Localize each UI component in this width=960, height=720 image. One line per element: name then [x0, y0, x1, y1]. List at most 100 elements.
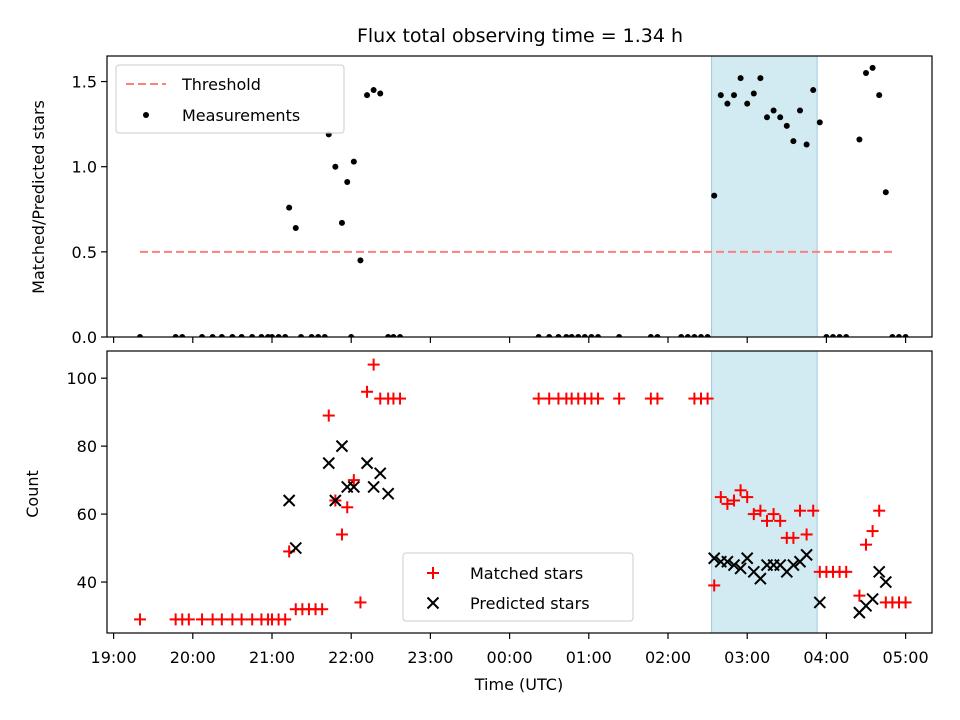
measurement-point [238, 334, 245, 337]
axes-frame [106, 55, 933, 338]
matched-star-point [651, 392, 664, 405]
predicted-star-point [727, 558, 741, 572]
x-tick-label: 19:00 [91, 648, 137, 667]
plot-area [134, 358, 912, 626]
matched-star-point [361, 385, 374, 398]
x-tick-label: 02:00 [645, 648, 691, 667]
measurement-point [737, 75, 744, 82]
measurement-point [882, 189, 889, 196]
measurement-point [896, 334, 902, 337]
legend-matched-swatch [427, 567, 439, 579]
matched-star-point [714, 491, 727, 504]
measurement-point [757, 75, 764, 82]
measurement-point [218, 334, 225, 337]
measurement-point [863, 70, 869, 77]
measurement-point [902, 334, 909, 337]
x-tick-label: 04:00 [803, 648, 849, 667]
measurement-point [269, 334, 275, 337]
measurement-point [764, 114, 770, 121]
x-tick-label: 03:00 [724, 648, 770, 667]
measurement-point [823, 334, 830, 337]
measurement-point [390, 334, 397, 337]
y-tick-label: 40 [77, 573, 97, 592]
legend-predicted-swatch [426, 596, 440, 610]
measurement-point [810, 87, 817, 94]
measurement-point [348, 334, 355, 337]
chart-title: Flux total observing time = 1.34 h [357, 25, 683, 47]
y-axis-label-top: Matched/Predicted stars [29, 100, 48, 294]
measurement-point [282, 334, 289, 337]
measurement-point [869, 64, 876, 71]
predicted-star-point [360, 456, 374, 470]
y-tick-label: 60 [77, 505, 97, 524]
matched-star-point [235, 613, 248, 626]
measurement-point [315, 334, 322, 337]
measurement-point [744, 100, 751, 107]
measurement-point [647, 334, 654, 337]
matched-star-point [754, 504, 767, 517]
y-tick-label: 0.5 [72, 243, 97, 262]
matched-star-point [182, 613, 195, 626]
x-tick-label: 05:00 [883, 648, 929, 667]
matched-star-point [866, 525, 879, 538]
measurement-point [179, 334, 186, 337]
matched-star-point [734, 484, 747, 497]
measurement-point [581, 334, 588, 337]
measurement-point [836, 334, 843, 337]
measurement-point [654, 334, 661, 337]
y-tick-label: 80 [77, 437, 97, 456]
measurement-point [535, 334, 542, 337]
ratio-panel: 0.0 0.5 1.0 1.5 Threshold Measurements [72, 55, 933, 347]
predicted-star-point [289, 541, 302, 555]
predicted-star-point [707, 552, 721, 565]
measurement-point [790, 138, 797, 145]
matched-star-point [860, 538, 872, 551]
measurement-point [397, 334, 404, 337]
measurement-point [711, 192, 718, 199]
predicted-star-point [347, 480, 361, 494]
matched-star-point [341, 501, 354, 514]
measurement-point [803, 141, 810, 148]
matched-star-point [899, 596, 912, 609]
measurement-point [370, 87, 377, 94]
measurement-point [258, 334, 265, 337]
legend: Threshold Measurements [115, 64, 345, 134]
measurement-point [595, 334, 602, 337]
legend-label: Matched stars [470, 564, 583, 583]
measurement-point [876, 92, 883, 99]
measurement-point [546, 334, 553, 337]
predicted-star-point [374, 467, 387, 480]
matched-star-point [721, 497, 734, 510]
measurement-point [338, 219, 345, 226]
measurement-point [588, 334, 595, 337]
matched-star-point [354, 596, 367, 609]
measurement-point [137, 334, 143, 337]
matched-star-point [800, 528, 813, 541]
predicted-star-point [879, 575, 893, 589]
matched-star-point [592, 392, 605, 405]
measurement-point [298, 334, 305, 337]
measurement-point [717, 92, 724, 99]
measurement-point [684, 334, 691, 337]
measurement-point [292, 225, 299, 232]
measurement-point [678, 334, 685, 337]
matched-star-point [761, 514, 773, 527]
matched-star-point [728, 494, 740, 507]
measurement-point [843, 334, 850, 337]
measurement-point [797, 107, 803, 114]
predicted-star-point [740, 552, 754, 565]
y-tick-label: 1.0 [72, 158, 97, 177]
measurement-point [275, 334, 282, 337]
matched-star-point [134, 613, 146, 626]
matched-star-point [347, 474, 360, 487]
predicted-star-point [329, 494, 342, 507]
matched-star-point [741, 491, 754, 504]
axes-frame [106, 350, 933, 634]
matched-star-point [747, 508, 760, 521]
matched-star-point [774, 514, 787, 527]
measurement-point [563, 334, 570, 337]
measurement-point [783, 122, 790, 129]
predicted-star-point [381, 487, 395, 500]
measurement-point [350, 158, 357, 165]
matched-star-point [394, 392, 407, 405]
